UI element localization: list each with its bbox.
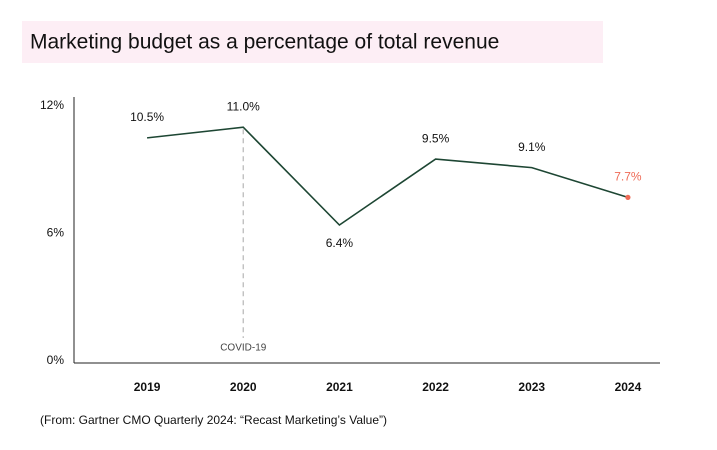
y-tick-label: 12% — [40, 98, 64, 112]
x-tick-label: 2023 — [518, 380, 545, 394]
x-tick-label: 2019 — [134, 380, 161, 394]
title-background — [22, 21, 603, 63]
source-note: (From: Gartner CMO Quarterly 2024: “Reca… — [40, 413, 387, 427]
x-tick-label: 2021 — [326, 380, 353, 394]
x-tick-label: 2020 — [230, 380, 257, 394]
annotation-label: COVID-19 — [220, 343, 267, 354]
value-label: 9.1% — [518, 140, 546, 154]
value-label: 11.0% — [227, 99, 260, 113]
x-tick-label: 2024 — [615, 380, 642, 394]
line — [146, 126, 629, 227]
x-tick-label: 2022 — [422, 380, 449, 394]
chart-title: Marketing budget as a percentage of tota… — [30, 31, 499, 54]
value-label: 6.4% — [326, 236, 354, 250]
value-label: 7.7% — [614, 170, 642, 184]
y-tick-label: 6% — [47, 226, 65, 240]
point — [625, 194, 631, 200]
value-label: 10.5% — [130, 110, 164, 124]
y-tick-label: 0% — [47, 353, 65, 367]
value-label: 9.5% — [422, 131, 450, 145]
